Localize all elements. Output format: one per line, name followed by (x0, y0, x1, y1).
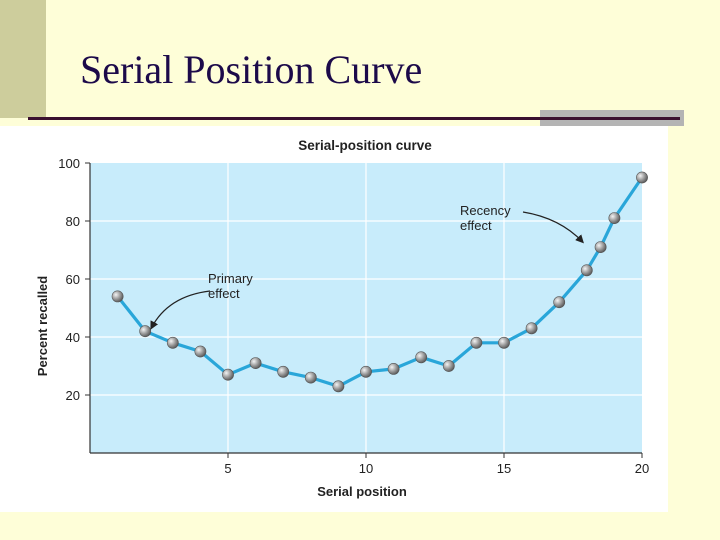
data-point (442, 360, 455, 372)
y-tick-label: 80 (66, 214, 80, 229)
data-point (387, 362, 400, 375)
decorative-side-bar (0, 0, 46, 118)
data-point (277, 365, 290, 378)
x-tick-label: 20 (635, 461, 649, 476)
data-point (304, 371, 317, 384)
slide-title: Serial Position Curve (80, 47, 423, 92)
data-point (580, 264, 593, 277)
data-point (498, 336, 510, 349)
x-tick-label: 10 (359, 461, 373, 476)
y-tick-label: 20 (66, 388, 80, 403)
annotation-label: effect (208, 286, 240, 301)
tick-labels: 20 40 60 80 100 5 10 15 20 (58, 156, 649, 476)
x-tick-label: 5 (224, 461, 231, 476)
y-tick-label: 40 (66, 330, 80, 345)
grid-lines (90, 163, 642, 453)
x-axis-label: Serial position (317, 484, 407, 499)
chart-title: Serial-position curve (298, 138, 432, 153)
data-point (360, 365, 372, 378)
data-point (166, 336, 179, 349)
annotation-arrow (150, 290, 211, 330)
annotation-label: effect (460, 218, 492, 233)
data-point (470, 336, 483, 349)
data-point (194, 345, 207, 358)
y-tick-label: 100 (58, 156, 80, 171)
data-point (222, 368, 234, 381)
annotation-label: Recency (460, 203, 511, 218)
data-point (594, 241, 607, 253)
x-tick-label: 15 (497, 461, 511, 476)
chart-figure: Serial-position curve 20 40 60 80 100 5 10 15 20… (0, 126, 668, 512)
data-point (636, 171, 648, 184)
data-point (111, 290, 124, 303)
data-point (608, 212, 621, 224)
y-axis-label: Percent recalled (35, 276, 50, 377)
y-tick-label: 60 (66, 272, 80, 287)
title-divider (28, 117, 680, 120)
annotation-label: Primary (208, 271, 253, 286)
data-point (139, 325, 152, 338)
annotation-arrow (522, 211, 584, 244)
axes (85, 162, 643, 458)
data-point (525, 322, 538, 335)
data-point (249, 357, 262, 369)
data-point (415, 351, 428, 364)
data-points (111, 171, 648, 393)
data-point (553, 296, 566, 309)
data-point (332, 380, 345, 393)
